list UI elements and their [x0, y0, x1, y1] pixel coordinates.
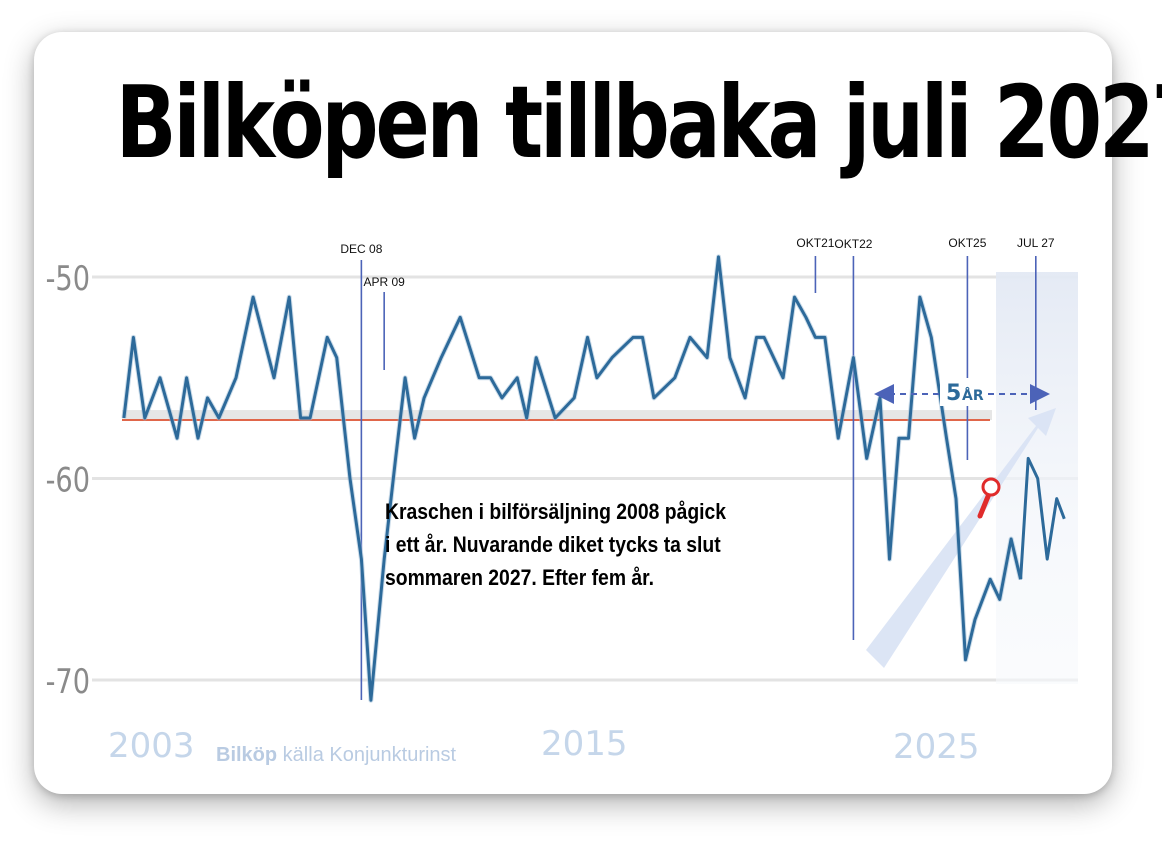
annotation-line-2: i ett år. Nuvarande diket tycks ta slut [385, 532, 721, 557]
span-label-unit: ÅR [962, 387, 984, 404]
source-rest: källa Konjunkturinst [277, 744, 457, 766]
recovery-arrow [866, 408, 1056, 668]
annotation-line-3: sommaren 2027. Efter fem år. [385, 565, 655, 590]
y-tick-label: -70 [46, 662, 90, 702]
series-line-tail [1019, 456, 1066, 580]
y-tick-label: -60 [46, 461, 90, 501]
series-line [122, 255, 1023, 702]
event-marker-label: JUL 27 [1017, 236, 1055, 250]
year-label-2015: 2015 [541, 724, 628, 764]
event-marker-label: OKT22 [834, 237, 872, 251]
chart-title: Bilköpen tillbaka juli 2027 [115, 64, 1162, 181]
annotation-line-1: Kraschen i bilförsäljning 2008 pågick [385, 499, 727, 524]
event-marker-label: DEC 08 [340, 242, 382, 256]
event-marker-label: APR 09 [363, 275, 405, 289]
year-label-2025: 2025 [893, 727, 980, 767]
source-note: Bilköp källa Konjunkturinst [216, 744, 456, 767]
span-label-bg [940, 378, 984, 406]
annotation-text: Kraschen i bilförsäljning 2008 pågick i … [385, 495, 726, 594]
event-marker-label: OKT21 [796, 236, 834, 250]
year-label-2003: 2003 [108, 726, 195, 766]
source-strong: Bilköp [216, 744, 278, 766]
event-marker-label: OKT25 [948, 236, 986, 250]
current-value-tick [977, 491, 992, 519]
current-value-marker [981, 477, 1001, 497]
y-tick-label: -50 [46, 259, 90, 299]
span-label-number: 5 [946, 381, 961, 406]
